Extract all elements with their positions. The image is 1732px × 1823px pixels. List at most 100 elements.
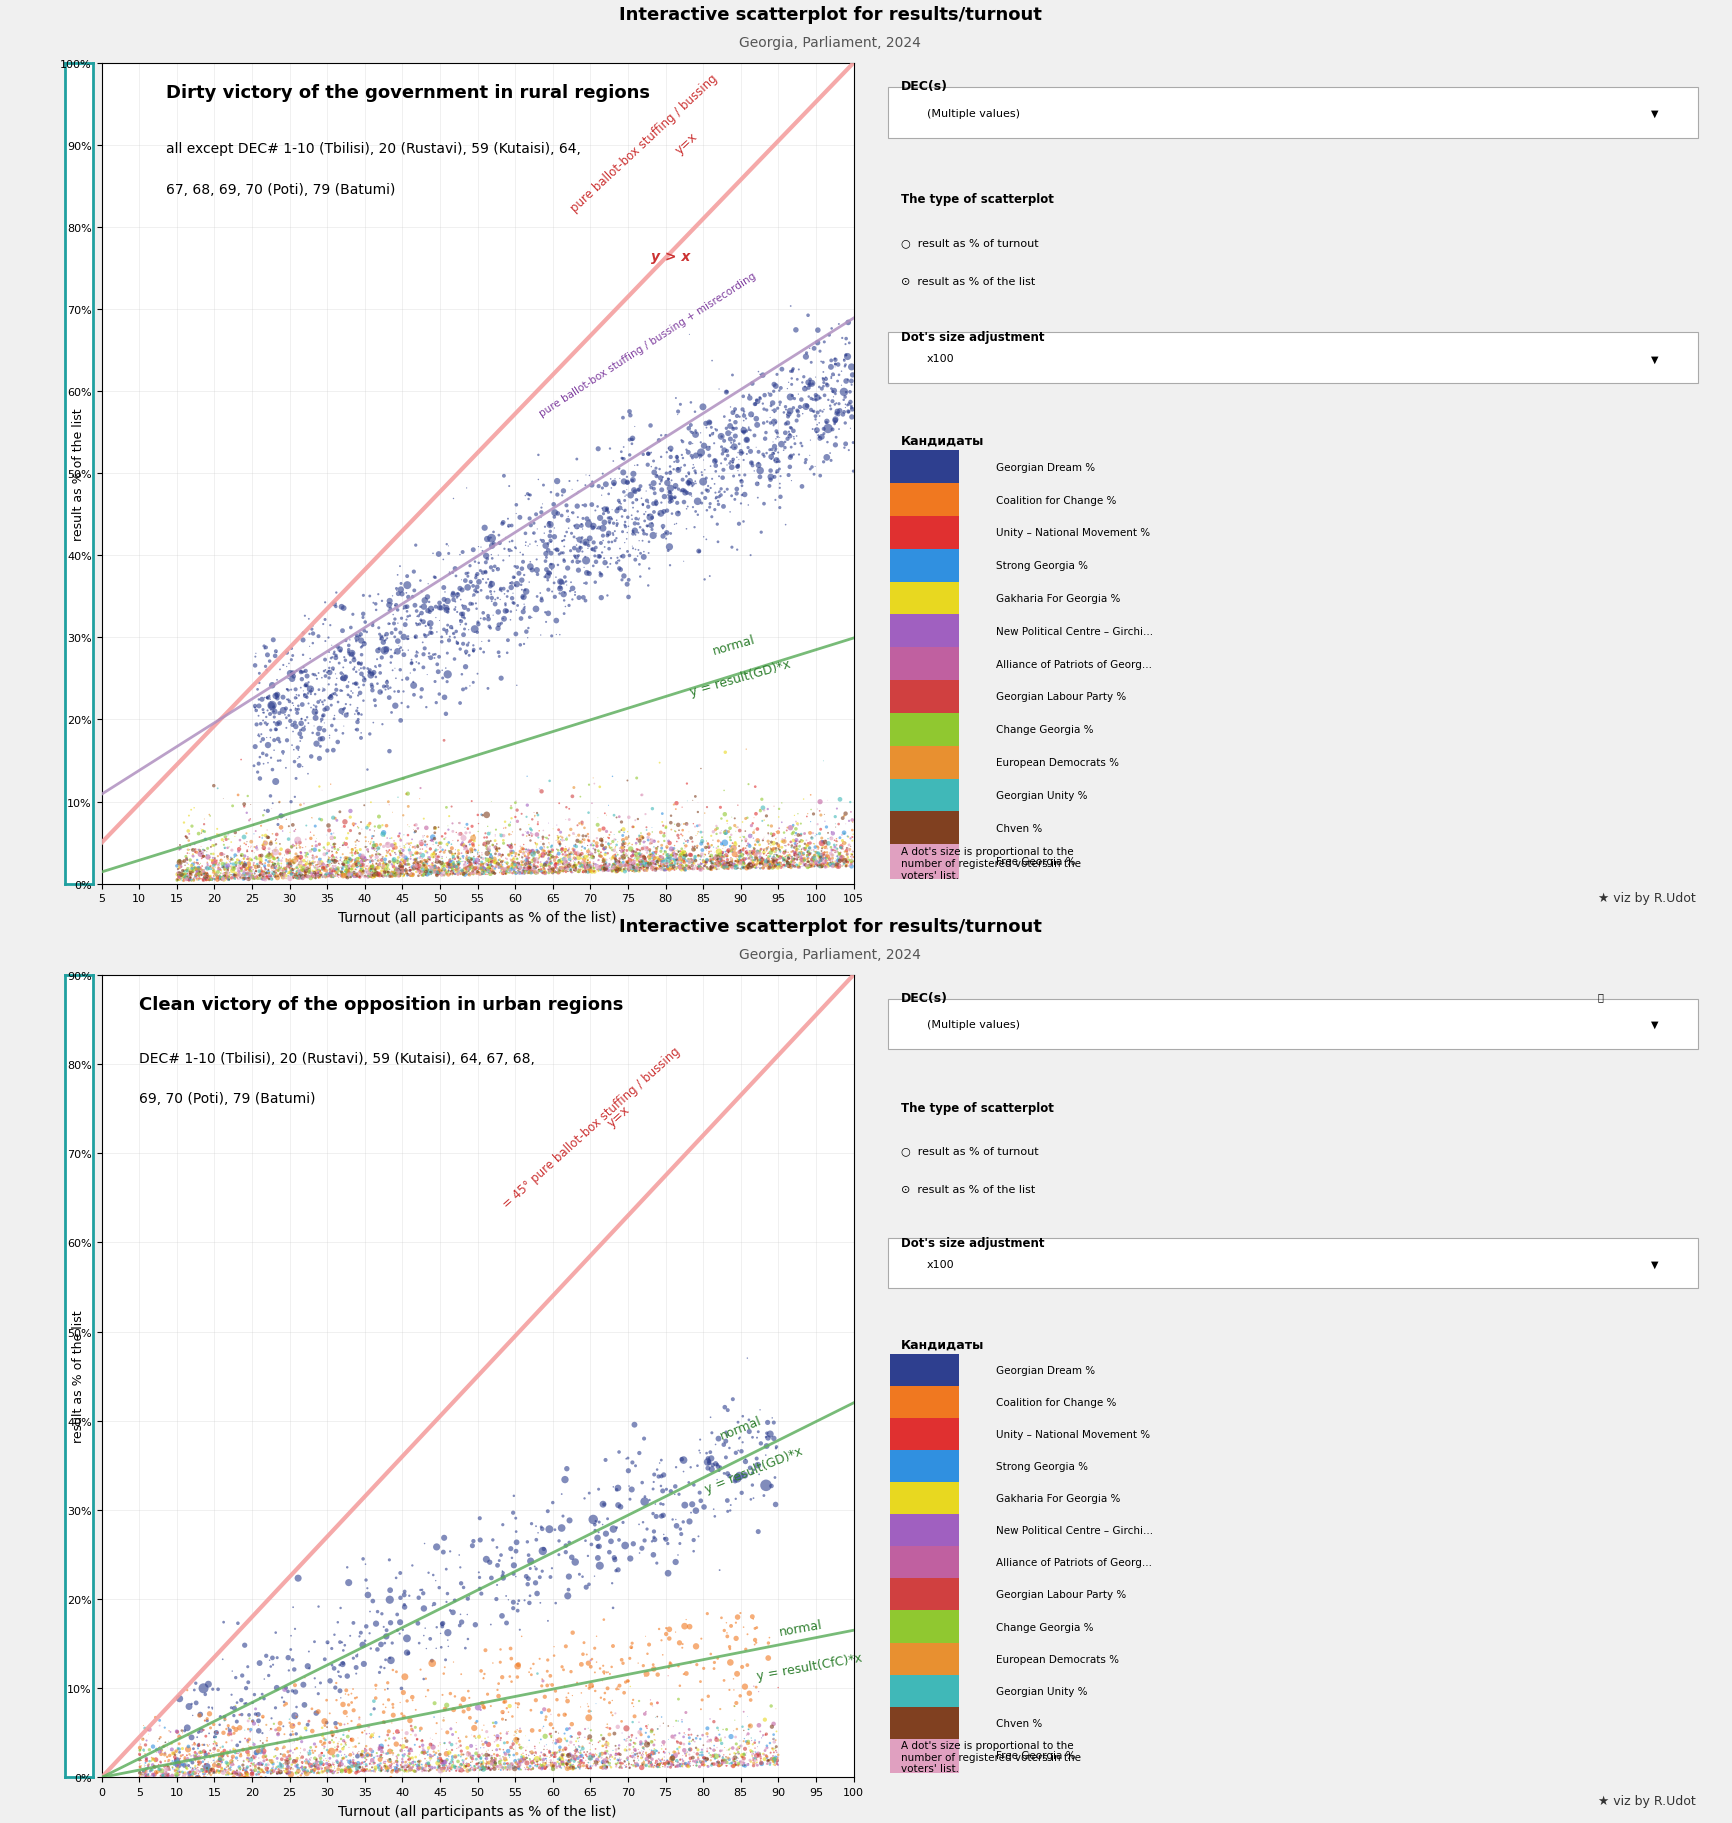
Point xyxy=(705,1739,733,1768)
Point xyxy=(708,829,736,859)
Point xyxy=(400,1745,428,1774)
Point xyxy=(175,1721,203,1750)
Point xyxy=(660,831,688,860)
Point xyxy=(527,1715,554,1745)
Point xyxy=(313,1748,341,1777)
Point xyxy=(627,855,655,884)
Point xyxy=(634,837,662,866)
Point xyxy=(537,855,565,884)
Point xyxy=(442,1756,469,1785)
Point xyxy=(222,860,249,890)
Point xyxy=(326,846,353,875)
Point xyxy=(766,850,793,879)
Point xyxy=(215,1757,242,1787)
Point xyxy=(267,860,294,890)
Point xyxy=(779,441,807,470)
Point xyxy=(386,850,414,879)
Point xyxy=(194,1710,222,1739)
Point xyxy=(242,862,270,891)
Point xyxy=(189,860,216,890)
Point xyxy=(442,1752,469,1781)
Point xyxy=(753,835,781,864)
Point xyxy=(468,848,495,877)
Point xyxy=(192,1737,220,1766)
Point xyxy=(199,1746,227,1776)
Point xyxy=(547,822,575,851)
Point xyxy=(589,474,617,503)
Point xyxy=(305,829,333,859)
Point xyxy=(772,410,800,439)
Point xyxy=(701,815,729,844)
Point xyxy=(206,846,234,875)
Point xyxy=(821,350,849,379)
Point xyxy=(506,560,533,589)
Point xyxy=(610,467,637,496)
Point xyxy=(568,538,596,567)
Point xyxy=(229,1756,256,1785)
Point xyxy=(256,862,284,891)
Point xyxy=(651,1750,679,1779)
Point xyxy=(313,851,341,881)
Point xyxy=(532,853,559,882)
Point xyxy=(476,1754,504,1783)
Point xyxy=(213,862,241,891)
Point xyxy=(274,675,301,704)
Point xyxy=(397,1754,424,1783)
Point xyxy=(436,1754,464,1783)
Point xyxy=(674,846,701,875)
Point xyxy=(485,853,513,882)
Point xyxy=(833,846,861,875)
Point xyxy=(795,831,823,860)
Point xyxy=(792,851,819,881)
Point xyxy=(833,366,861,396)
Point xyxy=(835,822,863,851)
Point xyxy=(364,636,391,665)
Point xyxy=(300,660,327,689)
Point xyxy=(488,578,516,607)
Point xyxy=(428,822,456,851)
Point xyxy=(348,844,376,873)
Point xyxy=(584,1748,611,1777)
Point xyxy=(546,1540,573,1570)
Point xyxy=(582,1739,610,1768)
Point xyxy=(727,1750,755,1779)
Point xyxy=(355,1756,383,1785)
Point xyxy=(301,704,329,733)
Point xyxy=(584,846,611,875)
Point xyxy=(738,401,766,430)
Point xyxy=(402,1743,430,1772)
Point xyxy=(327,848,355,877)
Point xyxy=(456,844,483,873)
Point xyxy=(663,510,691,540)
Point xyxy=(390,1590,417,1619)
Point xyxy=(650,1737,677,1766)
Point xyxy=(400,1750,428,1779)
Point xyxy=(594,1710,622,1739)
Point xyxy=(542,850,570,879)
Point xyxy=(468,855,495,884)
Point xyxy=(490,859,518,888)
Point xyxy=(438,844,466,873)
Point xyxy=(686,1426,714,1455)
Point xyxy=(530,1732,558,1761)
Point xyxy=(838,844,866,873)
Point xyxy=(300,848,327,877)
Point xyxy=(336,862,364,891)
Point xyxy=(234,864,262,893)
Point xyxy=(755,853,783,882)
Point xyxy=(487,585,514,614)
Point xyxy=(520,859,547,888)
Point xyxy=(622,521,650,551)
Point xyxy=(163,851,191,881)
Point xyxy=(348,1741,376,1770)
Point xyxy=(521,853,549,882)
Point xyxy=(691,565,719,594)
Point xyxy=(818,447,845,476)
Point xyxy=(724,851,752,881)
Point xyxy=(537,857,565,886)
Point xyxy=(409,607,436,636)
Point xyxy=(253,724,281,753)
Point xyxy=(333,853,360,882)
Point xyxy=(272,715,300,744)
Point xyxy=(360,860,388,890)
